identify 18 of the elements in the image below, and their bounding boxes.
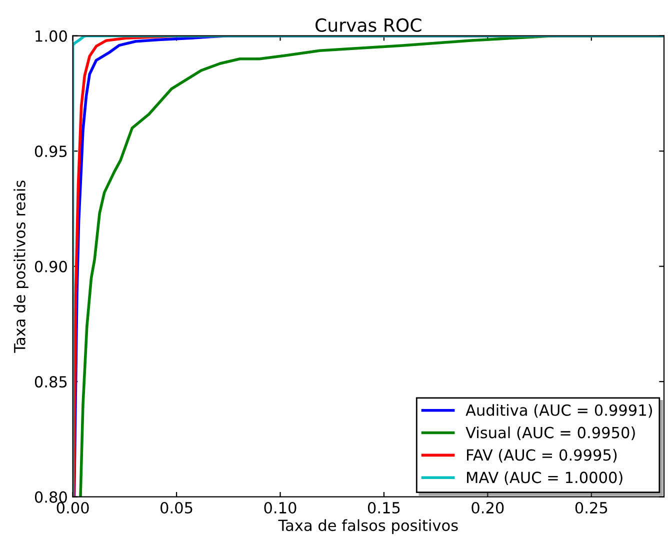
chart-title: Curvas ROC — [316, 18, 422, 32]
x-tick-label: 0.00 — [56, 502, 89, 514]
x-tick-label: 0.05 — [160, 502, 192, 514]
y-tick-label: 0.85 — [34, 376, 67, 388]
y-axis-title: Taxa de positivos reais — [14, 180, 28, 353]
x-tick-label: 0.10 — [264, 502, 296, 514]
legend-label: Auditiva (AUC = 0.9991) — [466, 404, 652, 418]
y-tick-label: 0.90 — [34, 260, 67, 272]
x-tick-label: 0.20 — [472, 502, 504, 514]
x-axis-title: Taxa de falsos positivos — [278, 519, 458, 534]
legend-label: Visual (AUC = 0.9950) — [466, 426, 635, 440]
legend-label: MAV (AUC = 1.0000) — [467, 471, 622, 485]
x-tick-label: 0.25 — [575, 502, 608, 514]
y-tick-label: 0.80 — [34, 491, 67, 503]
legend-label: FAV (AUC = 0.9995) — [467, 448, 617, 463]
y-tick-label: 1.00 — [36, 30, 67, 42]
x-tick-label: 0.15 — [368, 502, 400, 514]
y-tick-label: 0.95 — [34, 146, 67, 158]
